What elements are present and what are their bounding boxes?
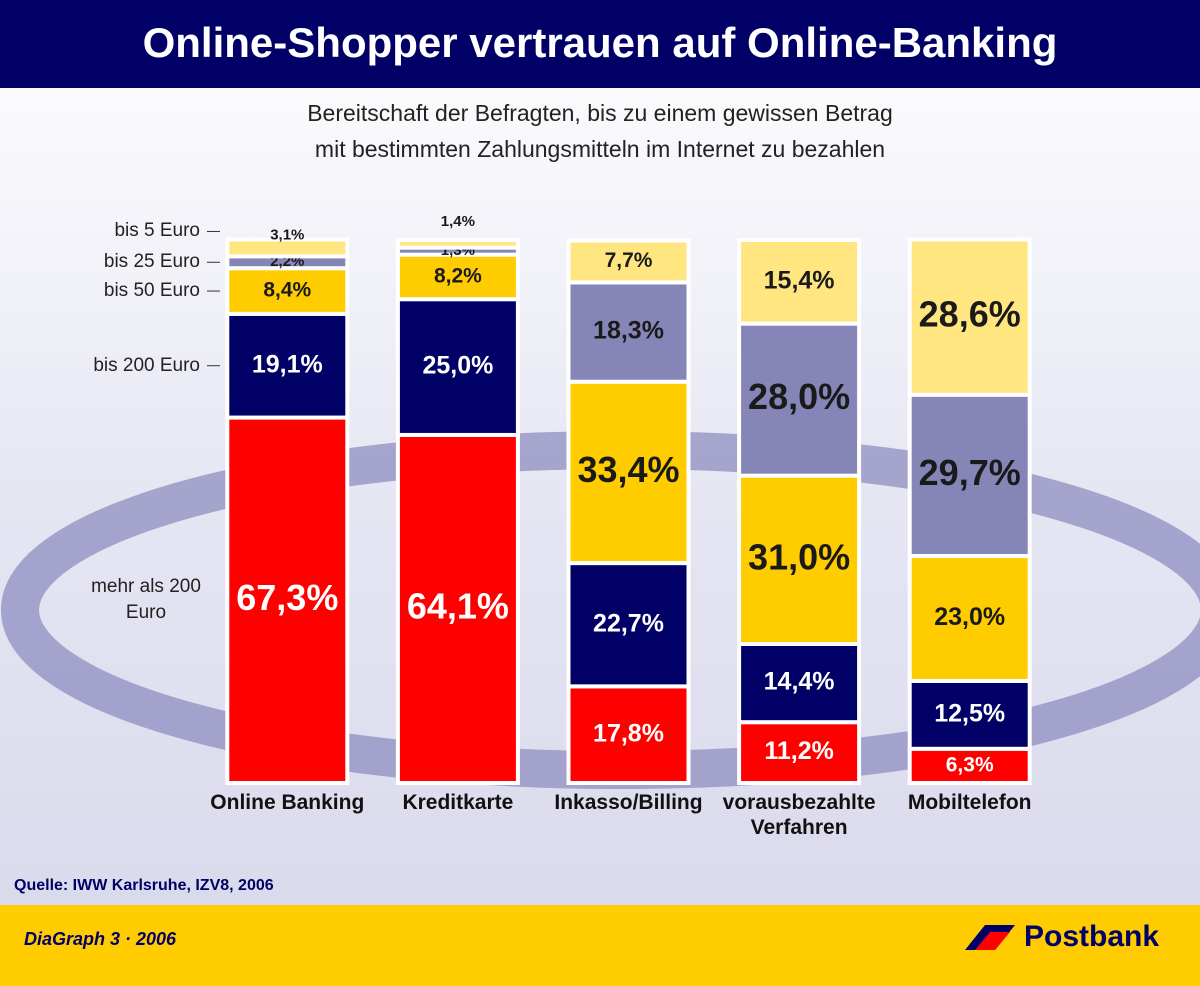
legend-label: mehr als 200 Euro <box>91 576 201 624</box>
value-label: 12,5% <box>934 699 1005 727</box>
legend-label: bis 200 Euro <box>93 354 200 376</box>
x-tick-label: Online Banking <box>210 791 365 814</box>
title: Online-Shopper vertrauen auf Online-Bank… <box>143 19 1058 66</box>
bar-segment <box>737 641 862 725</box>
value-label: 14,4% <box>764 668 835 696</box>
bar-segment <box>566 561 691 689</box>
source: Quelle: IWW Karlsruhe, IZV8, 2006 <box>14 877 274 894</box>
value-label: 64,1% <box>407 585 509 626</box>
value-label: 28,6% <box>919 294 1021 335</box>
value-label: 8,4% <box>263 279 311 302</box>
value-label: 29,7% <box>919 452 1021 493</box>
value-label: 15,4% <box>764 266 835 294</box>
value-label: 11,2% <box>764 737 834 765</box>
header-bar <box>0 0 1200 88</box>
legend-label: bis 50 Euro <box>103 280 200 302</box>
bar-segment <box>395 252 520 302</box>
bar-segment <box>395 432 520 785</box>
legend-label: bis 5 Euro <box>114 220 200 242</box>
value-label: 18,3% <box>593 317 664 345</box>
value-label: 7,7% <box>605 249 653 272</box>
bar-segment <box>566 379 691 566</box>
bar-segment <box>395 297 520 437</box>
value-label: 8,2% <box>434 264 482 287</box>
x-tick-label: Inkasso/Billing <box>554 791 703 814</box>
bar-segment <box>737 238 862 326</box>
bar-segment <box>225 415 350 785</box>
value-label: 22,7% <box>593 609 664 637</box>
bar-segment <box>225 266 350 316</box>
value-label: 19,1% <box>252 350 323 378</box>
x-tick-label: vorausbezahlte Verfahren <box>722 791 876 839</box>
bar-segment <box>737 473 862 646</box>
logo <box>965 925 1015 950</box>
bar-segment <box>907 392 1032 559</box>
bar-segment <box>566 280 691 384</box>
value-label: 31,0% <box>748 536 850 577</box>
value-label: 33,4% <box>577 449 679 490</box>
bar-segment <box>395 238 520 250</box>
bar-segment <box>225 311 350 420</box>
subtitle: Bereitschaft der Befragten, bis zu einem… <box>307 100 893 126</box>
legend-label: bis 25 Euro <box>103 251 200 273</box>
value-label: 17,8% <box>593 719 664 747</box>
value-label: 3,1% <box>270 226 304 243</box>
x-tick-label: Kreditkarte <box>402 791 514 814</box>
bar-segment <box>907 678 1032 751</box>
bar-segment <box>566 238 691 285</box>
footer-bar <box>0 905 1200 986</box>
value-label: 28,0% <box>748 376 850 417</box>
x-tick-label: Mobiltelefon <box>907 791 1032 814</box>
value-label: 23,0% <box>934 603 1005 631</box>
value-label: 1,4% <box>441 213 475 230</box>
value-label: 25,0% <box>422 352 493 380</box>
brand: Postbank <box>1024 920 1159 953</box>
bar-segment <box>225 237 350 259</box>
value-label: 6,3% <box>946 753 994 776</box>
subtitle: mit bestimmten Zahlungsmitteln im Intern… <box>315 136 885 162</box>
value-label: 67,3% <box>236 577 338 618</box>
footer-label: DiaGraph 3 · 2006 <box>24 929 177 949</box>
bar-segment <box>907 237 1032 397</box>
